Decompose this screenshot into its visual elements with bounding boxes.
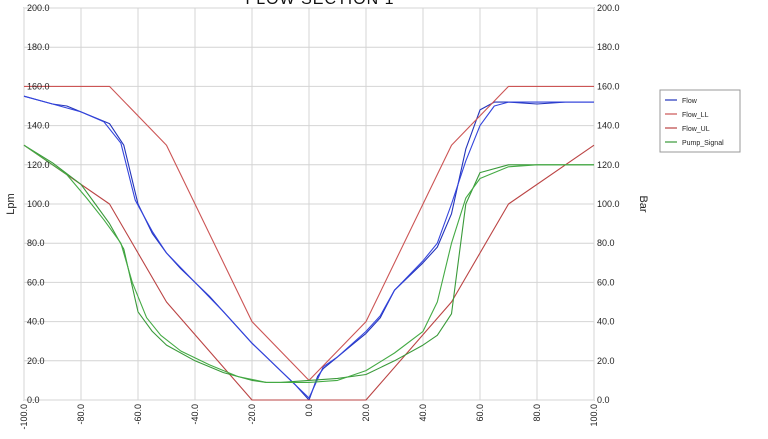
x-tick-label: -40.0: [190, 404, 200, 425]
x-tick-label: -80.0: [76, 404, 86, 425]
y-tick-label-right: 140.0: [597, 121, 620, 131]
tick-labels: -100.0 -80.0 -60.0 -40.0 -20.0 0.0 20.0 40.0 60.…: [19, 3, 620, 430]
legend-label: Flow: [682, 98, 698, 105]
y-tick-label-right: 200.0: [597, 3, 620, 13]
y-tick-label-left: 40.0: [27, 317, 45, 327]
legend-label: Flow_UL: [682, 126, 710, 133]
y-tick-label-right: 40.0: [597, 317, 615, 327]
y-axis-label-left: Lpm: [5, 193, 17, 214]
y-tick-label-left: 60.0: [27, 277, 45, 287]
y-tick-label-right: 80.0: [597, 238, 615, 248]
legend-label: Pump_Signal: [682, 140, 724, 147]
x-tick-label: -20.0: [247, 404, 257, 425]
y-tick-label-left: 140.0: [27, 121, 50, 131]
x-tick-label: 100.0: [589, 404, 599, 427]
y-tick-label-left: 20.0: [27, 356, 45, 366]
legend: Flow Flow_LL Flow_UL Pump_Signal: [659, 89, 741, 153]
y-tick-label-left: 80.0: [27, 238, 45, 248]
x-tick-label: 60.0: [475, 404, 485, 422]
y-tick-label-right: 180.0: [597, 42, 620, 52]
x-tick-label: 40.0: [418, 404, 428, 422]
y-tick-label-right: 60.0: [597, 277, 615, 287]
y-tick-label-right: 120.0: [597, 160, 620, 170]
x-tick-label: 0.0: [304, 404, 314, 417]
series-line-flow-ul: [23, 144, 595, 401]
legend-label: Flow_LL: [682, 112, 709, 119]
series-layer: [23, 85, 595, 401]
y-tick-label-left: 120.0: [27, 160, 50, 170]
y-tick-label-right: 0.0: [597, 395, 610, 405]
y-tick-label-left: 180.0: [27, 42, 50, 52]
chart-title: FLOW SECTION 1: [245, 0, 394, 8]
y-tick-label-left: 160.0: [27, 81, 50, 91]
y-axis-label-right: Bar: [637, 195, 649, 212]
x-tick-label: 80.0: [532, 404, 542, 422]
x-tick-label: -100.0: [19, 404, 29, 430]
y-tick-label-left: 0.0: [27, 395, 40, 405]
y-tick-label-left: 200.0: [27, 3, 50, 13]
y-tick-label-right: 100.0: [597, 199, 620, 209]
y-tick-label-right: 160.0: [597, 81, 620, 91]
y-tick-label-right: 20.0: [597, 356, 615, 366]
x-tick-label: -60.0: [133, 404, 143, 425]
x-tick-label: 20.0: [361, 404, 371, 422]
y-tick-label-left: 100.0: [27, 199, 50, 209]
grid-lines: [23, 7, 595, 401]
series-line-pump-signal: [23, 144, 594, 383]
series-line-flow: [23, 95, 594, 399]
